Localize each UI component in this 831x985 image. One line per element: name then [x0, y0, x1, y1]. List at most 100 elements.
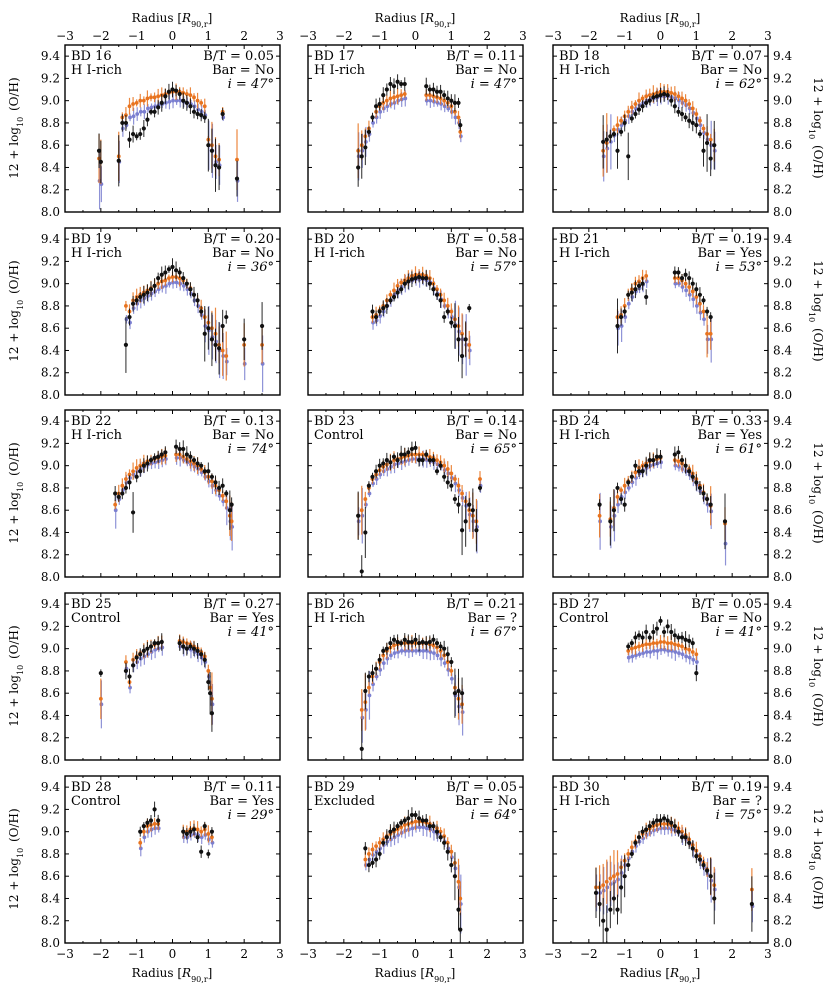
x-tick-label: 3 — [519, 29, 527, 43]
black-point — [434, 829, 440, 834]
black-point — [449, 659, 454, 665]
panel-category: Control — [314, 428, 364, 443]
black-point — [191, 109, 197, 114]
black-point — [458, 123, 463, 128]
orange-point — [170, 275, 175, 279]
black-point — [134, 474, 139, 479]
black-point — [384, 646, 389, 651]
purple-point — [414, 648, 418, 653]
black-point — [690, 474, 695, 479]
inclination: i = 62° — [716, 77, 762, 92]
y-tick-label: 9.4 — [773, 780, 792, 794]
black-point — [202, 331, 207, 336]
x-tick-label: −2 — [335, 947, 353, 961]
black-point — [629, 474, 634, 479]
y-tick-label: 9.2 — [41, 436, 60, 450]
purple-point — [378, 109, 383, 114]
black-point — [388, 81, 393, 87]
purple-point — [702, 317, 706, 322]
panel-bd-21: 8.0 8.2 8.4 8.6 8.8 9.0 9.2 9.4 BD 21H I-rich B/T… — [552, 227, 792, 402]
black-point — [166, 89, 172, 94]
purple-point — [428, 98, 433, 103]
data-points — [123, 258, 265, 393]
black-point — [697, 857, 703, 862]
black-point — [181, 829, 186, 834]
panel-label: BD 27 — [559, 597, 600, 612]
black-point — [195, 648, 200, 653]
purple-point — [684, 288, 689, 293]
black-point — [206, 326, 211, 331]
black-point — [477, 485, 483, 491]
x-axis-label: Radius [R90,r] — [620, 966, 701, 984]
black-point — [188, 287, 193, 292]
black-point — [152, 109, 157, 114]
orange-point — [370, 847, 375, 852]
y-axis-label: 12 + log10 (O/H) — [808, 442, 826, 543]
black-point — [370, 115, 375, 120]
black-point — [694, 854, 699, 859]
black-point — [159, 272, 164, 277]
y-tick-label: 9.4 — [41, 780, 60, 794]
purple-point — [680, 652, 685, 657]
orange-point — [644, 642, 649, 647]
purple-point — [142, 835, 147, 840]
black-point — [449, 483, 454, 488]
orange-point — [195, 98, 200, 103]
black-point — [608, 907, 613, 912]
y-axis-label: 12 + log10 (O/H) — [7, 77, 25, 178]
purple-point — [637, 652, 642, 657]
black-point — [672, 452, 677, 457]
y-axis-label: 12 + log10 (O/H) — [808, 808, 826, 909]
purple-point — [626, 486, 631, 490]
black-point — [181, 446, 186, 452]
orange-point — [669, 641, 674, 645]
orange-point — [619, 488, 623, 493]
black-point — [377, 101, 382, 107]
x-tick-label: 3 — [519, 947, 527, 961]
orange-point — [644, 273, 649, 278]
black-point — [391, 827, 397, 832]
orange-point — [698, 118, 702, 123]
black-point — [708, 874, 713, 879]
orange-point — [449, 309, 454, 314]
black-point — [206, 851, 211, 857]
y-tick-label: 8.6 — [773, 503, 792, 517]
panel-label: BD 24 — [559, 414, 600, 429]
black-point — [438, 463, 443, 468]
black-point — [373, 104, 379, 109]
purple-point — [673, 650, 678, 654]
black-point — [199, 652, 204, 657]
x-tick-label: 0 — [169, 29, 177, 43]
black-point — [134, 655, 139, 660]
black-point — [395, 458, 400, 463]
black-point — [191, 646, 197, 651]
y-tick-label: 8.8 — [773, 116, 792, 130]
purple-point — [421, 825, 426, 830]
y-tick-label: 8.0 — [41, 205, 60, 219]
black-point — [213, 480, 218, 485]
black-point — [370, 309, 375, 314]
black-point — [173, 268, 179, 273]
purple-point — [371, 121, 375, 125]
data-points — [615, 266, 714, 363]
orange-point — [458, 129, 463, 134]
y-tick-label: 8.0 — [41, 570, 60, 584]
black-point — [640, 635, 645, 640]
orange-point — [210, 835, 214, 840]
orange-point — [192, 95, 196, 100]
black-point — [644, 827, 649, 832]
black-point — [402, 818, 407, 823]
orange-point — [615, 123, 620, 128]
black-point — [445, 480, 450, 485]
black-point — [701, 148, 706, 153]
purple-point — [626, 301, 631, 306]
black-point — [391, 454, 397, 459]
orange-point — [377, 840, 382, 845]
black-point — [366, 483, 372, 488]
black-point — [399, 820, 404, 825]
y-tick-label: 9.4 — [773, 597, 792, 611]
black-point — [359, 746, 364, 751]
black-point — [366, 862, 372, 868]
y-tick-label: 8.6 — [773, 138, 792, 152]
black-point — [188, 829, 193, 834]
